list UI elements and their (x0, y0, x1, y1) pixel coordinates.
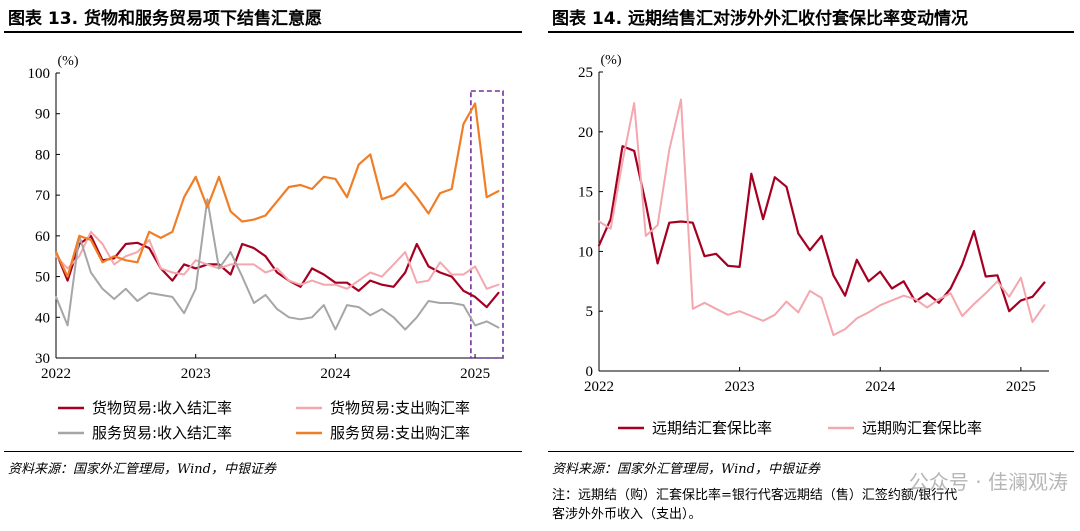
highlight-box (470, 90, 504, 359)
y-tick-label: 40 (35, 310, 50, 326)
x-tick-label: 2023 (725, 379, 755, 395)
right-note-line-1: 注：远期结（购）汇套保比率=银行代客远期结（售）汇签约额/银行代 (552, 488, 958, 503)
series-line-2 (55, 230, 500, 290)
right-chart-title: 图表 14. 远期结售汇对涉外外汇收付套保比率变动情况 (552, 9, 968, 29)
y-tick-label: 10 (578, 244, 593, 260)
y-tick-label: 80 (35, 147, 50, 163)
y-tick-label: 100 (28, 66, 51, 82)
y-tick-label: 30 (35, 351, 50, 367)
x-tick-label: 2024 (865, 379, 896, 395)
right-source-rule (548, 451, 1074, 452)
y-tick-label: 0 (586, 364, 594, 380)
series-line-4 (54, 102, 500, 278)
watermark: 公众号 · 佳澜观涛 (908, 470, 1068, 494)
left-chart-title: 图表 13. 货物和服务贸易项下结售汇意愿 (8, 9, 322, 29)
x-tick-label: 2022 (584, 379, 614, 395)
y-tick-label: 15 (578, 185, 593, 201)
y-tick-label: 25 (578, 65, 593, 81)
y-tick-label: 70 (35, 188, 50, 204)
series-line-3 (55, 198, 500, 331)
x-tick-label: 2025 (1006, 379, 1036, 395)
legend-label-2: 远期购汇套保比率 (862, 419, 982, 437)
x-tick-label: 2024 (320, 366, 351, 382)
legend-label-1: 货物贸易:收入结汇率 (92, 399, 232, 417)
right-source-text: 资料来源：国家外汇管理局，Wind，中银证券 (552, 462, 820, 477)
right-title-rule (548, 31, 1074, 33)
left-source-rule (4, 451, 522, 452)
legend-label-4: 服务贸易:支出购汇率 (330, 424, 470, 442)
y-tick-label: 5 (586, 304, 594, 320)
left-source-text: 资料来源：国家外汇管理局，Wind，中银证券 (8, 462, 276, 477)
left-chart-canvas: 30 40 50 60 70 80 90 100 (%) 2022 2023 2024 2025 货物贸易… (28, 54, 504, 442)
right-chart-panel: 图表 14. 远期结售汇对涉外外汇收付套保比率变动情况 0 5 10 15 20 25 (%… (544, 0, 1080, 531)
y-tick-label: 60 (35, 229, 50, 245)
x-tick-label: 2025 (460, 366, 490, 382)
y-tick-label: 20 (578, 125, 593, 141)
legend-label-3: 服务贸易:收入结汇率 (92, 424, 232, 442)
legend-label-1: 远期结汇套保比率 (652, 419, 772, 437)
left-title-rule (4, 31, 522, 33)
y-axis-unit-label: (%) (58, 54, 79, 69)
series-line-1 (597, 145, 1046, 313)
series-line-2 (598, 98, 1046, 337)
left-chart-panel: 图表 13. 货物和服务贸易项下结售汇意愿 30 40 50 60 70 80 90 100 (… (0, 0, 530, 531)
x-tick-label: 2022 (41, 366, 71, 382)
right-note: 注：远期结（购）汇套保比率=银行代客远期结（售）汇签约额/银行代 客涉外外币收入… (552, 486, 1072, 524)
x-tick-label: 2023 (181, 366, 211, 382)
y-tick-label: 50 (35, 270, 50, 286)
legend-label-2: 货物贸易:支出购汇率 (330, 399, 470, 417)
series-line-1 (54, 234, 500, 309)
right-note-line-2: 客涉外外币收入（支出）。 (552, 507, 702, 522)
y-tick-label: 90 (35, 107, 50, 123)
y-axis-unit-label: (%) (601, 53, 622, 68)
